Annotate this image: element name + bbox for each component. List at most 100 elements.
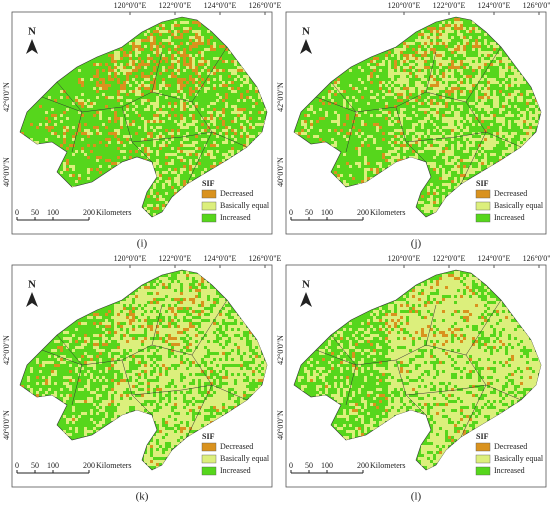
pixel	[147, 337, 150, 340]
pixel	[132, 346, 135, 349]
pixel	[379, 361, 382, 364]
pixel	[508, 123, 511, 126]
pixel	[394, 358, 397, 361]
pixel	[174, 189, 177, 192]
pixel	[337, 87, 340, 90]
pixel	[246, 391, 249, 394]
pixel	[207, 412, 210, 415]
pixel	[96, 355, 99, 358]
pixel	[195, 376, 198, 379]
pixel	[117, 129, 120, 132]
pixel	[126, 346, 129, 349]
pixel	[189, 406, 192, 409]
pixel	[340, 129, 343, 132]
pixel	[141, 331, 144, 334]
pixel	[228, 370, 231, 373]
pixel	[219, 346, 222, 349]
pixel	[180, 274, 183, 277]
pixel	[147, 87, 150, 90]
pixel	[186, 286, 189, 289]
pixel	[391, 352, 394, 355]
pixel	[424, 72, 427, 75]
pixel	[135, 328, 138, 331]
pixel	[231, 355, 234, 358]
pixel	[367, 322, 370, 325]
pixel	[159, 132, 162, 135]
pixel	[520, 93, 523, 96]
pixel	[102, 337, 105, 340]
pixel	[412, 105, 415, 108]
pixel	[391, 78, 394, 81]
pixel	[337, 391, 340, 394]
pixel	[210, 331, 213, 334]
pixel	[478, 63, 481, 66]
pixel	[427, 186, 430, 189]
pixel	[141, 316, 144, 319]
pixel	[93, 144, 96, 147]
pixel	[237, 69, 240, 72]
pixel	[388, 385, 391, 388]
pixel	[204, 304, 207, 307]
pixel	[162, 114, 165, 117]
pixel	[526, 123, 529, 126]
pixel	[177, 403, 180, 406]
pixel	[382, 153, 385, 156]
pixel	[213, 376, 216, 379]
pixel	[201, 376, 204, 379]
pixel	[358, 78, 361, 81]
pixel	[406, 328, 409, 331]
pixel	[174, 283, 177, 286]
pixel	[141, 117, 144, 120]
pixel	[409, 292, 412, 295]
pixel	[225, 319, 228, 322]
pixel	[168, 430, 171, 433]
pixel	[198, 343, 201, 346]
pixel	[433, 33, 436, 36]
pixel	[156, 207, 159, 210]
pixel	[177, 388, 180, 391]
pixel	[403, 358, 406, 361]
pixel	[237, 319, 240, 322]
pixel	[237, 370, 240, 373]
pixel	[400, 340, 403, 343]
pixel	[93, 114, 96, 117]
pixel	[123, 84, 126, 87]
pixel	[63, 361, 66, 364]
pixel	[310, 376, 313, 379]
pixel	[421, 400, 424, 403]
pixel	[240, 331, 243, 334]
pixel	[204, 66, 207, 69]
pixel	[234, 72, 237, 75]
pixel	[445, 33, 448, 36]
pixel	[207, 81, 210, 84]
pixel	[210, 117, 213, 120]
pixel	[180, 90, 183, 93]
pixel	[174, 192, 177, 195]
pixel	[466, 60, 469, 63]
pixel	[192, 117, 195, 120]
pixel	[210, 295, 213, 298]
pixel	[183, 295, 186, 298]
pixel	[487, 144, 490, 147]
pixel	[123, 54, 126, 57]
pixel	[168, 361, 171, 364]
pixel	[234, 78, 237, 81]
scale-label: 50	[305, 208, 313, 217]
pixel	[316, 367, 319, 370]
pixel	[337, 340, 340, 343]
pixel	[165, 192, 168, 195]
pixel	[505, 69, 508, 72]
pixel	[150, 457, 153, 460]
pixel	[180, 120, 183, 123]
pixel	[463, 120, 466, 123]
pixel	[198, 319, 201, 322]
pixel	[165, 337, 168, 340]
pixel	[144, 207, 147, 210]
pixel	[421, 388, 424, 391]
pixel	[403, 42, 406, 45]
pixel	[189, 376, 192, 379]
pixel	[388, 60, 391, 63]
pixel	[460, 48, 463, 51]
pixel	[189, 394, 192, 397]
pixel	[177, 298, 180, 301]
